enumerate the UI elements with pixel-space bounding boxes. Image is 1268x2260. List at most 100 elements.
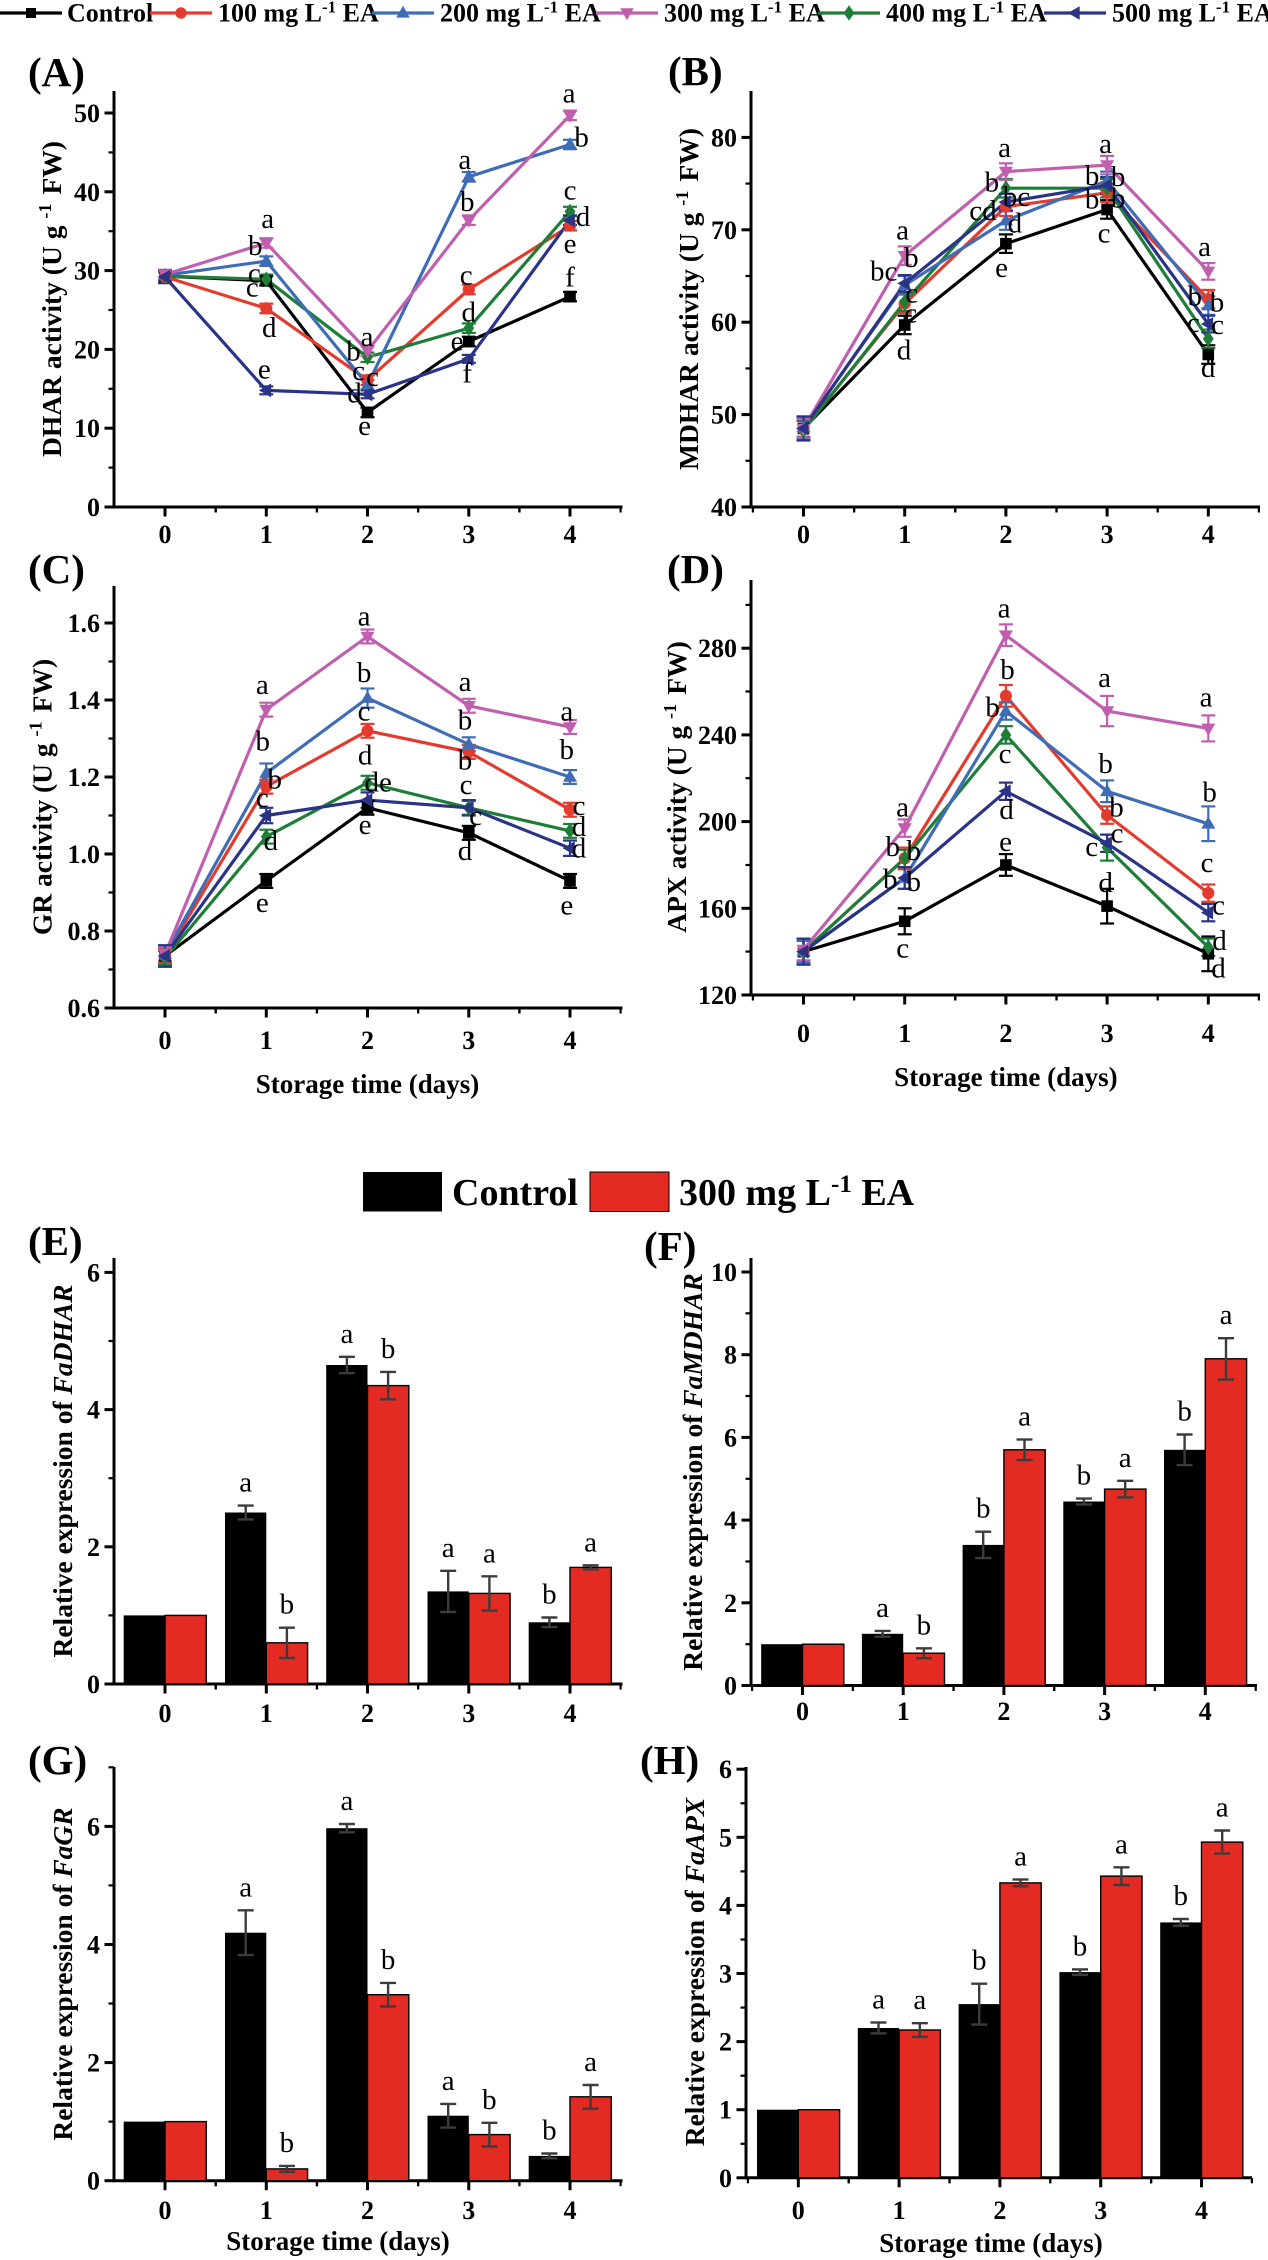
svg-text:4: 4 [1199,1697,1212,1726]
svg-text:d: d [1201,352,1216,384]
svg-text:a: a [442,1532,455,1564]
svg-text:e: e [358,410,371,442]
svg-text:0: 0 [159,520,172,549]
svg-text:(G): (G) [28,1737,87,1783]
svg-text:b: b [357,657,372,689]
svg-text:b: b [885,831,900,863]
svg-text:0.6: 0.6 [68,994,101,1023]
svg-text:b: b [482,2084,497,2116]
svg-text:Relative expression of FaMDHAR: Relative expression of FaMDHAR [677,1273,708,1670]
svg-text:4: 4 [87,1396,100,1425]
svg-text:0: 0 [87,493,100,522]
svg-text:e: e [995,252,1008,284]
svg-text:70: 70 [711,216,737,245]
svg-text:b: b [381,1944,396,1976]
svg-text:b: b [1111,161,1126,193]
svg-text:a: a [239,1871,252,1903]
svg-text:200: 200 [698,808,737,837]
svg-text:Storage time (days): Storage time (days) [256,1069,479,1099]
svg-text:4: 4 [1202,1019,1215,1048]
svg-text:Relative expression of FaDHAR: Relative expression of FaDHAR [47,1284,78,1657]
svg-text:2: 2 [997,1697,1010,1726]
svg-text:Storage time (days): Storage time (days) [879,2228,1102,2258]
svg-text:e: e [359,809,372,841]
svg-text:b: b [460,186,475,218]
svg-text:60: 60 [711,308,737,337]
svg-text:b: b [542,1579,557,1611]
svg-text:2: 2 [999,1019,1012,1048]
svg-text:a: a [1115,1828,1128,1860]
svg-text:10: 10 [711,1258,737,1287]
svg-text:b: b [381,1333,396,1365]
svg-text:(D): (D) [667,546,724,592]
svg-text:4: 4 [719,1891,732,1920]
svg-text:d: d [897,335,912,367]
svg-text:a: a [876,1592,889,1624]
svg-text:a: a [913,1984,926,2016]
svg-text:b: b [1177,1396,1192,1428]
svg-text:(C): (C) [28,546,85,592]
svg-text:10: 10 [74,414,100,443]
svg-text:d: d [1211,952,1226,984]
svg-text:1: 1 [898,520,911,549]
svg-text:0: 0 [724,1672,737,1701]
svg-text:1: 1 [260,1026,273,1055]
svg-text:c: c [1212,890,1225,922]
svg-text:1.6: 1.6 [68,609,101,638]
svg-text:a: a [1099,128,1112,160]
svg-text:2: 2 [361,520,374,549]
svg-text:c: c [248,257,261,289]
svg-text:1: 1 [898,1019,911,1048]
svg-text:3: 3 [462,1699,475,1728]
svg-text:80: 80 [711,123,737,152]
svg-text:b: b [560,734,575,766]
svg-text:(E): (E) [28,1218,83,1264]
svg-text:2: 2 [87,1533,100,1562]
svg-text:d: d [572,833,587,865]
svg-text:a: a [1198,231,1211,263]
svg-text:400 mg L-1 EA: 400 mg L-1 EA [886,0,1047,28]
svg-text:0: 0 [719,2164,732,2193]
svg-text:d: d [999,794,1014,826]
svg-text:4: 4 [564,1699,577,1728]
svg-text:1.4: 1.4 [68,686,101,715]
svg-text:DHAR activity (U g -1 FW): DHAR activity (U g -1 FW) [35,141,67,457]
svg-text:b: b [255,726,270,758]
svg-text:4: 4 [724,1506,737,1535]
svg-text:(F): (F) [644,1223,696,1269]
svg-text:a: a [1014,1841,1027,1873]
svg-text:c: c [1098,217,1111,249]
svg-text:a: a [459,666,472,698]
svg-text:3: 3 [1101,1019,1114,1048]
svg-text:(H): (H) [640,1737,699,1783]
svg-text:c: c [1111,817,1124,849]
svg-text:2: 2 [719,2028,732,2057]
svg-text:b: b [574,122,589,154]
svg-text:1: 1 [897,1697,910,1726]
svg-text:50: 50 [74,99,100,128]
svg-text:c: c [460,259,473,291]
svg-text:b: b [976,1493,991,1525]
svg-text:b: b [1187,281,1202,313]
svg-text:b: b [1073,1930,1088,1962]
svg-text:GR activity (U g -1 FW): GR activity (U g -1 FW) [26,659,58,935]
svg-text:c: c [352,355,365,387]
svg-text:a: a [483,1537,496,1569]
svg-text:b: b [1085,160,1100,192]
svg-text:300 mg L-1 EA: 300 mg L-1 EA [664,0,825,28]
svg-text:b: b [280,2127,295,2159]
svg-text:MDHAR activity (U g -1 FW): MDHAR activity (U g -1 FW) [672,128,704,470]
svg-text:b: b [1202,777,1217,809]
svg-text:c: c [905,278,918,310]
svg-text:a: a [1216,1792,1229,1824]
svg-text:2: 2 [361,1026,374,1055]
svg-text:200 mg L-1 EA: 200 mg L-1 EA [440,0,601,28]
svg-text:b: b [1210,287,1225,319]
svg-text:b: b [268,764,283,796]
svg-text:a: a [261,203,274,235]
svg-text:5: 5 [719,1823,732,1852]
svg-text:1.2: 1.2 [68,763,101,792]
svg-text:b: b [1174,1880,1189,1912]
svg-text:c: c [366,361,379,393]
svg-text:1: 1 [260,2196,273,2225]
